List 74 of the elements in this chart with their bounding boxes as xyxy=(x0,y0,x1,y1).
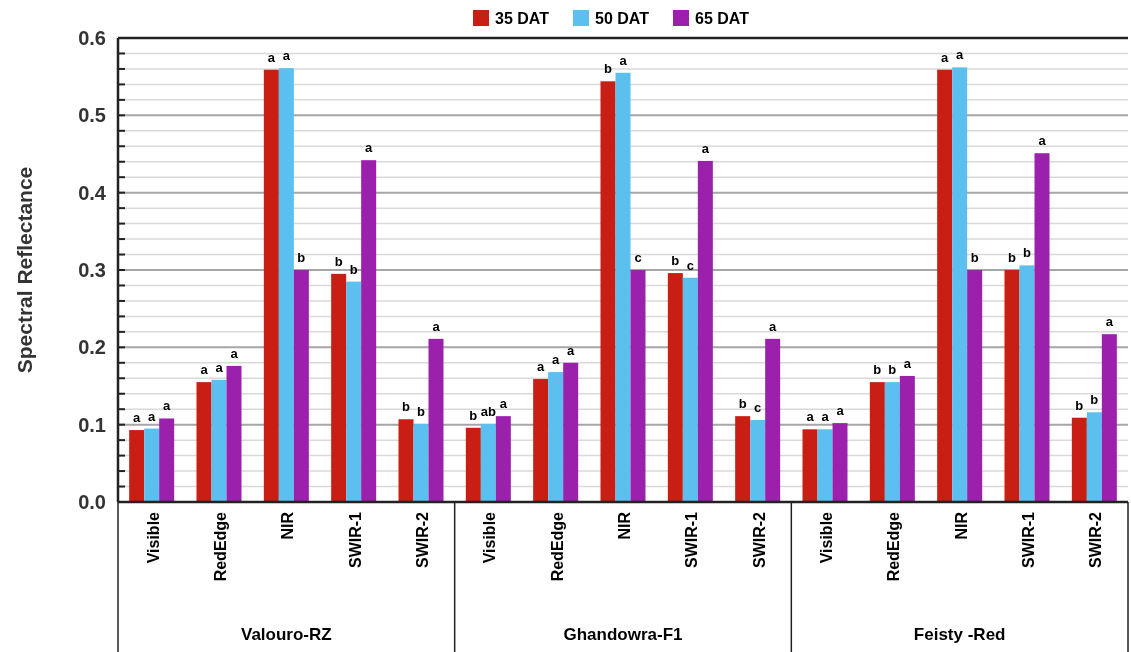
data-label: a xyxy=(230,345,239,361)
data-label: a xyxy=(499,396,508,412)
data-label: a xyxy=(941,49,950,65)
x-tick-label: RedEdge xyxy=(548,511,566,582)
data-label: b xyxy=(297,250,306,265)
data-label: c xyxy=(754,400,762,416)
data-label: c xyxy=(686,257,694,273)
y-tick-label: 0.5 xyxy=(78,104,106,127)
data-label: a xyxy=(148,408,157,424)
data-label: b xyxy=(873,362,882,378)
data-label: a xyxy=(903,355,912,371)
data-label: a xyxy=(432,318,441,334)
data-label: b xyxy=(349,261,358,277)
x-tick-label: SWIR-2 xyxy=(414,511,431,568)
data-label: a xyxy=(133,410,142,426)
data-label: a xyxy=(365,140,374,156)
y-tick-label: 0.4 xyxy=(78,181,107,204)
y-tick-label: 0.3 xyxy=(78,259,106,281)
data-label: c xyxy=(634,250,642,265)
legend-label: 50 DAT xyxy=(595,9,650,27)
data-label: a xyxy=(552,352,561,368)
data-label: a xyxy=(701,140,710,156)
x-tick-label: RedEdge xyxy=(885,511,903,582)
data-label: a xyxy=(806,409,815,425)
data-label: a xyxy=(1105,314,1114,330)
x-tick-label: NIR xyxy=(616,511,633,540)
data-label: ab xyxy=(480,403,496,419)
text: Feisty -Red xyxy=(913,625,1006,644)
text: Ghandowra-F1 xyxy=(563,625,683,644)
x-tick-label: SWIR-2 xyxy=(750,511,768,568)
x-tick-label: Visible xyxy=(818,511,835,564)
x-tick-label: SWIR-2 xyxy=(1087,511,1105,568)
y-tick-label: 0.1 xyxy=(78,413,106,436)
data-label: b xyxy=(1075,397,1084,413)
data-label: b xyxy=(888,362,897,378)
data-label: a xyxy=(1038,133,1047,149)
data-label: a xyxy=(821,409,830,425)
legend-label: 35 DAT xyxy=(495,9,550,27)
x-tick-label: NIR xyxy=(279,511,297,540)
data-label: b xyxy=(1008,250,1017,265)
legend-label: 65 DAT xyxy=(695,9,750,27)
y-tick-label: 0.0 xyxy=(78,491,106,513)
data-label: a xyxy=(836,403,845,419)
data-label: b xyxy=(1023,245,1032,261)
data-label: b xyxy=(469,407,478,423)
data-label: a xyxy=(200,362,209,378)
data-label: a xyxy=(567,342,576,358)
x-tick-label: Visible xyxy=(481,511,499,564)
y-axis-title: Spectral Reflectance xyxy=(13,166,36,374)
data-label: a xyxy=(619,52,628,68)
y-tick-label: 0.2 xyxy=(78,336,106,359)
y-tick-label: 0.6 xyxy=(78,27,106,49)
data-label: b xyxy=(671,253,680,269)
data-label: a xyxy=(956,47,965,63)
data-label: a xyxy=(215,359,224,375)
data-label: b xyxy=(1090,392,1099,408)
data-label: b xyxy=(402,399,411,415)
data-label: a xyxy=(163,398,172,414)
x-tick-label: NIR xyxy=(952,511,970,540)
data-label: b xyxy=(738,396,747,412)
data-label: b xyxy=(417,403,426,419)
data-label: a xyxy=(769,318,778,334)
x-tick-label: Visible xyxy=(144,511,162,564)
data-label: b xyxy=(604,61,613,77)
data-label: a xyxy=(267,49,276,65)
x-tick-label: SWIR-1 xyxy=(1020,511,1037,568)
x-tick-label: RedEdge xyxy=(212,511,229,582)
data-label: a xyxy=(537,359,546,375)
text: Valouro-RZ xyxy=(241,625,332,644)
x-tick-label: SWIR-1 xyxy=(683,511,701,568)
x-tick-label: SWIR-1 xyxy=(346,511,364,568)
data-label: b xyxy=(970,250,979,265)
data-label: a xyxy=(282,48,291,64)
data-label: b xyxy=(334,253,343,269)
